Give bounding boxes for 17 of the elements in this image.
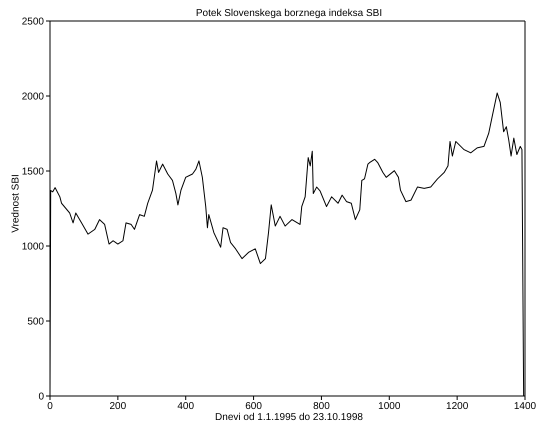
x-tick-label: 1200 xyxy=(446,401,469,412)
y-tick-label: 2000 xyxy=(22,92,44,103)
y-axis-title: Vrednost SBI xyxy=(10,173,22,235)
y-tick-label: 2500 xyxy=(22,16,44,28)
x-tick-label: 800 xyxy=(313,401,330,412)
x-tick-label: 1000 xyxy=(378,401,401,412)
x-tick-label: 600 xyxy=(245,401,262,412)
x-axis-title: Dnevi od 1.1.1995 do 23.10.1998 xyxy=(214,412,364,423)
x-tick-label: 1400 xyxy=(514,401,537,412)
y-tick-label: 500 xyxy=(27,316,44,328)
x-tick-label: 0 xyxy=(47,401,54,412)
y-tick-label: 0 xyxy=(38,392,44,403)
x-tick-label: 400 xyxy=(177,401,194,412)
y-tick-label: 1000 xyxy=(22,242,44,253)
x-tick-label: 200 xyxy=(110,401,127,412)
y-tick-label: 1500 xyxy=(22,166,44,178)
chart-title: Potek Slovenskega borznega indeksa SBI xyxy=(194,8,384,19)
